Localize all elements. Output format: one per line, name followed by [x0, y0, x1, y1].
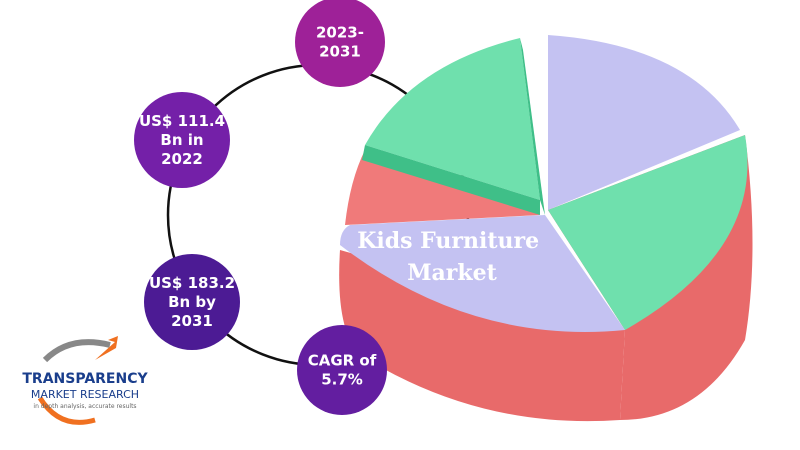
node-label: CAGR of 5.7%	[308, 352, 377, 389]
node-bubble	[134, 92, 230, 188]
node-bubble	[144, 254, 240, 350]
node: CAGR of 5.7%	[297, 325, 387, 415]
node-bubble	[295, 0, 385, 87]
node-bubble	[297, 325, 387, 415]
logo-tagline: in depth analysis, accurate results	[33, 403, 136, 410]
node-label: US$ 183.2 Bn by 2031	[149, 274, 235, 330]
node-label: US$ 111.4 Bn in 2022	[139, 112, 225, 168]
logo: TRANSPARENCY MARKET RESEARCH in depth an…	[22, 336, 148, 425]
pie	[339, 35, 753, 422]
logo-sub: MARKET RESEARCH	[31, 388, 139, 401]
logo-name: TRANSPARENCY	[22, 371, 148, 387]
node: US$ 183.2 Bn by 2031	[144, 254, 240, 350]
node: 2023-2031	[295, 0, 385, 87]
title: Kids Furniture Market	[357, 228, 547, 286]
node-label: 2023-2031	[316, 24, 364, 61]
node: US$ 111.4 Bn in 2022	[134, 92, 230, 188]
